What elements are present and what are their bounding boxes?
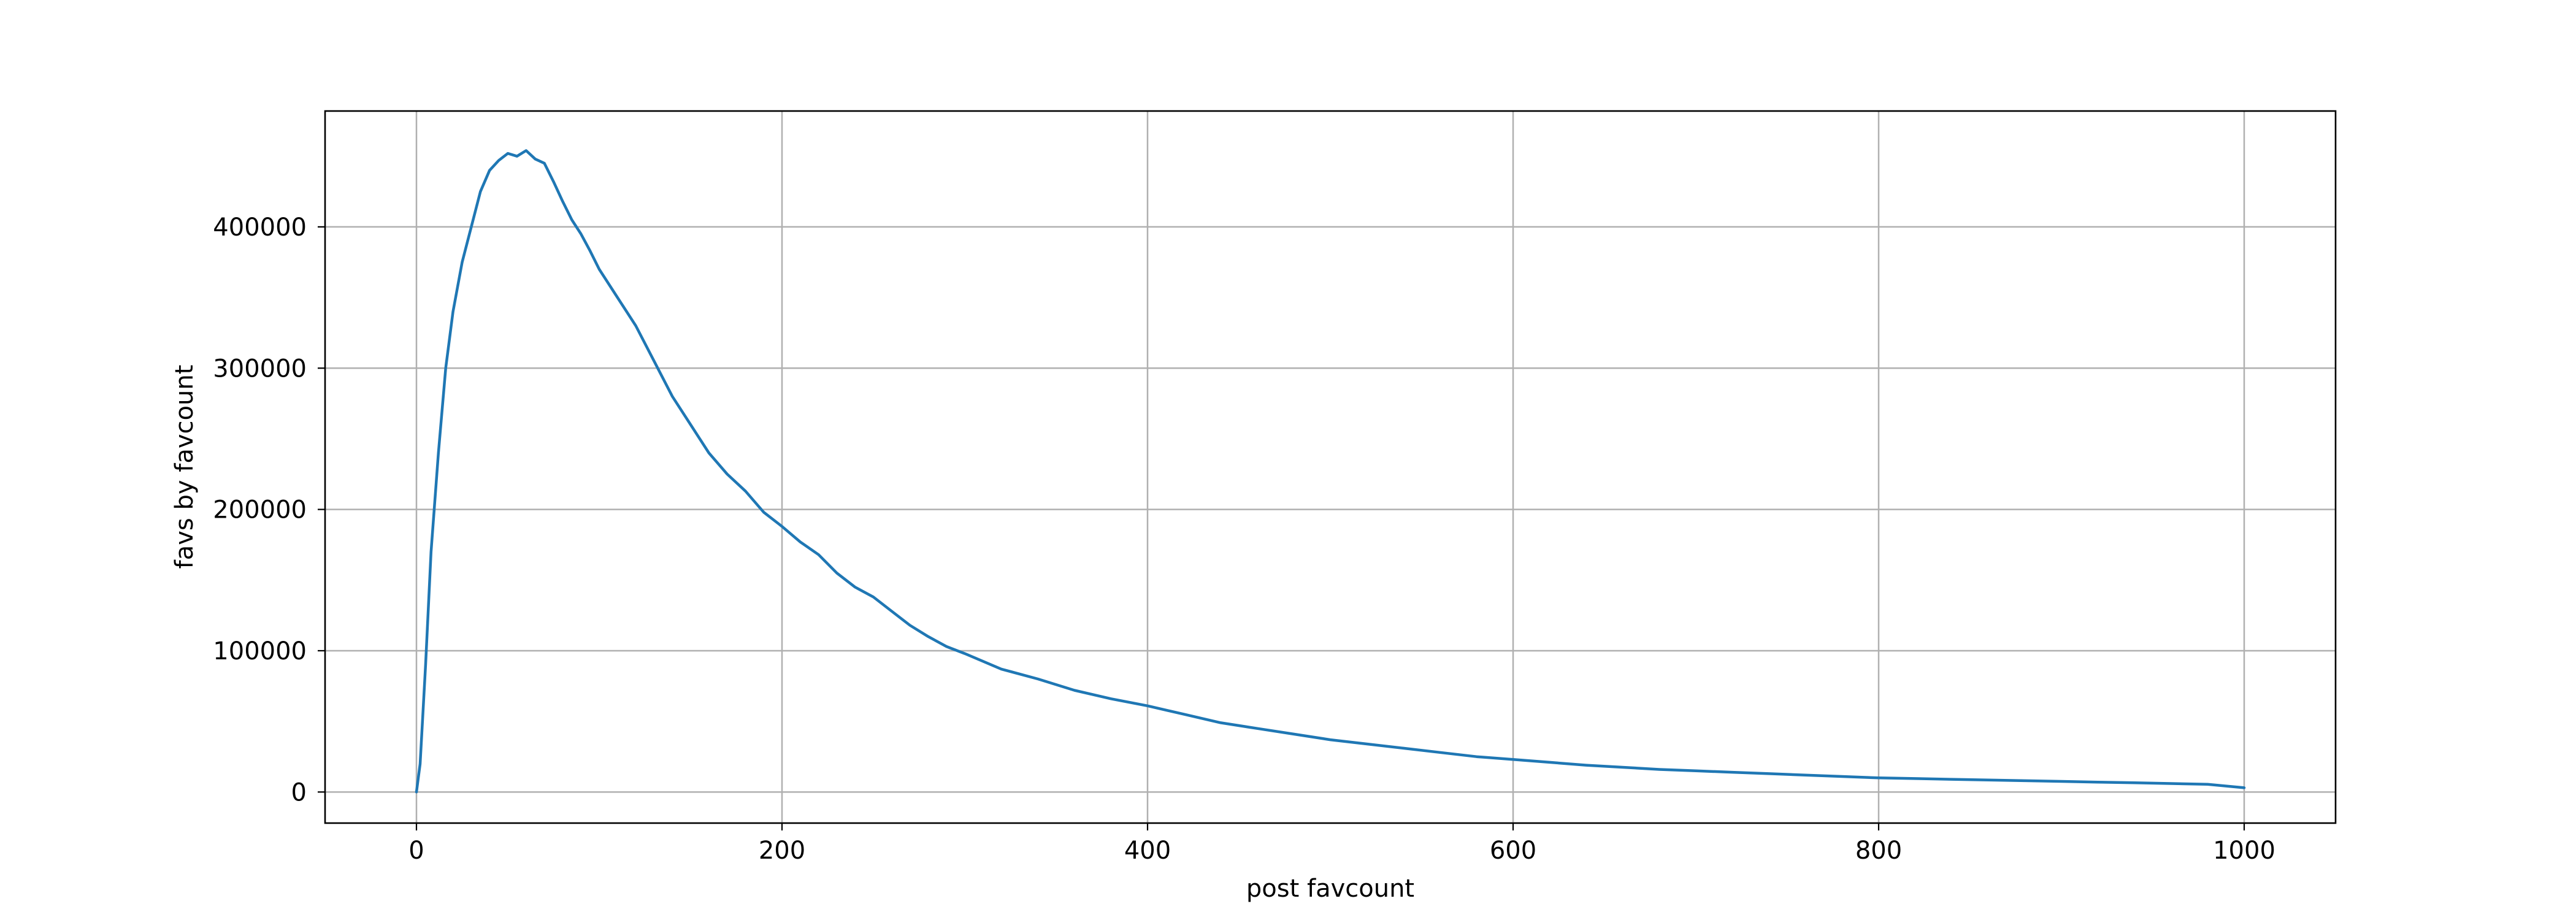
x-tick-label: 1000	[2213, 837, 2275, 865]
y-axis-label: favs by favcount	[171, 365, 199, 569]
plot-frame	[324, 110, 2337, 824]
series-line	[415, 149, 2246, 794]
y-tick-label: 0	[291, 778, 307, 807]
x-axis-label: post favcount	[1246, 875, 1414, 903]
x-tick-label: 0	[408, 837, 424, 865]
y-tick-label: 200000	[213, 496, 307, 524]
x-tick-label: 400	[1124, 837, 1171, 865]
axis-ticks: 0 200 400 600 800 1000 0 100000 200000 300000 4000…	[213, 213, 2275, 865]
x-tick-label: 200	[759, 837, 805, 865]
series-layer	[415, 149, 2246, 794]
y-tick-label: 100000	[213, 637, 307, 665]
grid-lines	[325, 111, 2336, 823]
x-tick-label: 800	[1855, 837, 1902, 865]
y-tick-label: 400000	[213, 213, 307, 242]
x-tick-label: 600	[1490, 837, 1536, 865]
y-tick-label: 300000	[213, 355, 307, 383]
